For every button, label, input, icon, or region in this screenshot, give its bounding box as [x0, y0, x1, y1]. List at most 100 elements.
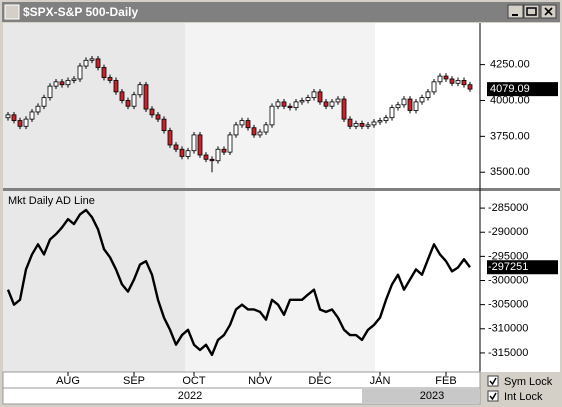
ad-line [6, 208, 471, 357]
candle-body [227, 134, 233, 153]
checkbox-label: Int Lock [504, 391, 543, 403]
last-value: 4079.09 [490, 83, 530, 95]
candle-body [209, 158, 215, 162]
candle-body [179, 148, 185, 157]
candle-body [347, 118, 353, 127]
candle-body [221, 148, 227, 153]
candle-body [365, 124, 371, 127]
candle-body [161, 118, 167, 132]
title-bar [2, 2, 560, 22]
axis-bg [480, 23, 560, 188]
candle-body [317, 91, 323, 103]
candle-body [215, 148, 221, 162]
candle-body [305, 97, 311, 101]
candle-body [443, 75, 449, 80]
y-tick-label: -315000 [488, 347, 528, 359]
candle-body [377, 120, 383, 123]
candle-body [17, 120, 23, 127]
candle-body [251, 127, 257, 136]
last-value-box [487, 82, 558, 97]
candle-body [173, 144, 179, 150]
candle-body [455, 79, 461, 84]
y-tick-label: 4000.00 [490, 94, 530, 106]
candle-body [413, 101, 419, 111]
candle-body [281, 101, 287, 107]
year-shade [362, 389, 480, 403]
candle-body [263, 124, 269, 133]
candle-body [167, 130, 173, 146]
candle-body [425, 91, 431, 99]
x-tick-label: OCT [182, 375, 206, 387]
minimize-button[interactable] [507, 4, 524, 19]
candle-body [353, 123, 359, 127]
candle-body [341, 98, 347, 120]
y-tick-label: -285000 [488, 202, 528, 214]
x-tick-label: AUG [56, 375, 80, 387]
candle-body [371, 121, 377, 126]
panel-shade [3, 23, 185, 188]
y-tick-label: -310000 [488, 323, 528, 335]
candle-body [383, 117, 389, 121]
candle-body [101, 67, 107, 78]
x-tick-label: NOV [248, 375, 273, 387]
candle-body [335, 98, 341, 103]
panel-shade [3, 191, 185, 372]
candle-body [155, 114, 161, 120]
candle-body [119, 91, 125, 101]
year-label: 2023 [420, 390, 444, 402]
panel-shade [185, 191, 375, 372]
candle-body [131, 94, 137, 107]
candle-body [59, 81, 65, 86]
candle-body [389, 107, 395, 119]
candle-body [299, 100, 305, 103]
candle-body [191, 134, 197, 152]
price-panel-bg [3, 23, 560, 188]
maximize-glyph [526, 7, 537, 16]
check-glyph [489, 377, 497, 386]
candle-body [461, 79, 467, 86]
y-tick-label: 4250.00 [490, 59, 530, 71]
axis-bg [480, 191, 560, 372]
x-tick-label: SEP [123, 375, 145, 387]
checkbox[interactable] [487, 390, 499, 402]
candle-body [407, 98, 413, 111]
candle-body [239, 120, 245, 126]
check-glyph [489, 392, 497, 401]
year-label: 2022 [178, 390, 202, 402]
candle-body [419, 97, 425, 103]
candle-body [41, 97, 47, 107]
candle-body [137, 84, 143, 96]
panel-separator [3, 188, 560, 191]
candle-body [125, 100, 131, 107]
candle-body [107, 77, 113, 81]
candle-body [29, 111, 35, 120]
candle-body [431, 81, 437, 93]
candle-body [65, 79, 71, 86]
candle-body [395, 104, 401, 109]
y-tick-label: -290000 [488, 226, 528, 238]
checkbox[interactable] [487, 375, 499, 387]
y-tick-label: -295000 [488, 250, 528, 262]
candle-body [53, 81, 59, 87]
candle-body [149, 108, 155, 116]
window-buttons [507, 4, 557, 19]
x-tick-label: FEB [435, 375, 456, 387]
candle-body [275, 101, 281, 107]
candle-body [83, 59, 89, 67]
window-icon [4, 4, 20, 20]
candle-body [233, 124, 239, 136]
candle-body [35, 105, 41, 113]
candle-body [449, 78, 455, 84]
candle-body [245, 120, 251, 129]
candle-body [269, 105, 275, 126]
candle-body [359, 123, 365, 127]
candle-body [467, 84, 473, 90]
candle-body [11, 114, 17, 121]
y-tick-label: -305000 [488, 299, 528, 311]
candle-body [293, 101, 299, 109]
candle-body [287, 105, 293, 109]
candle-body [197, 134, 203, 156]
y-tick-label: 3750.00 [490, 130, 530, 142]
last-value-box [487, 260, 558, 275]
candle-body [5, 114, 11, 119]
